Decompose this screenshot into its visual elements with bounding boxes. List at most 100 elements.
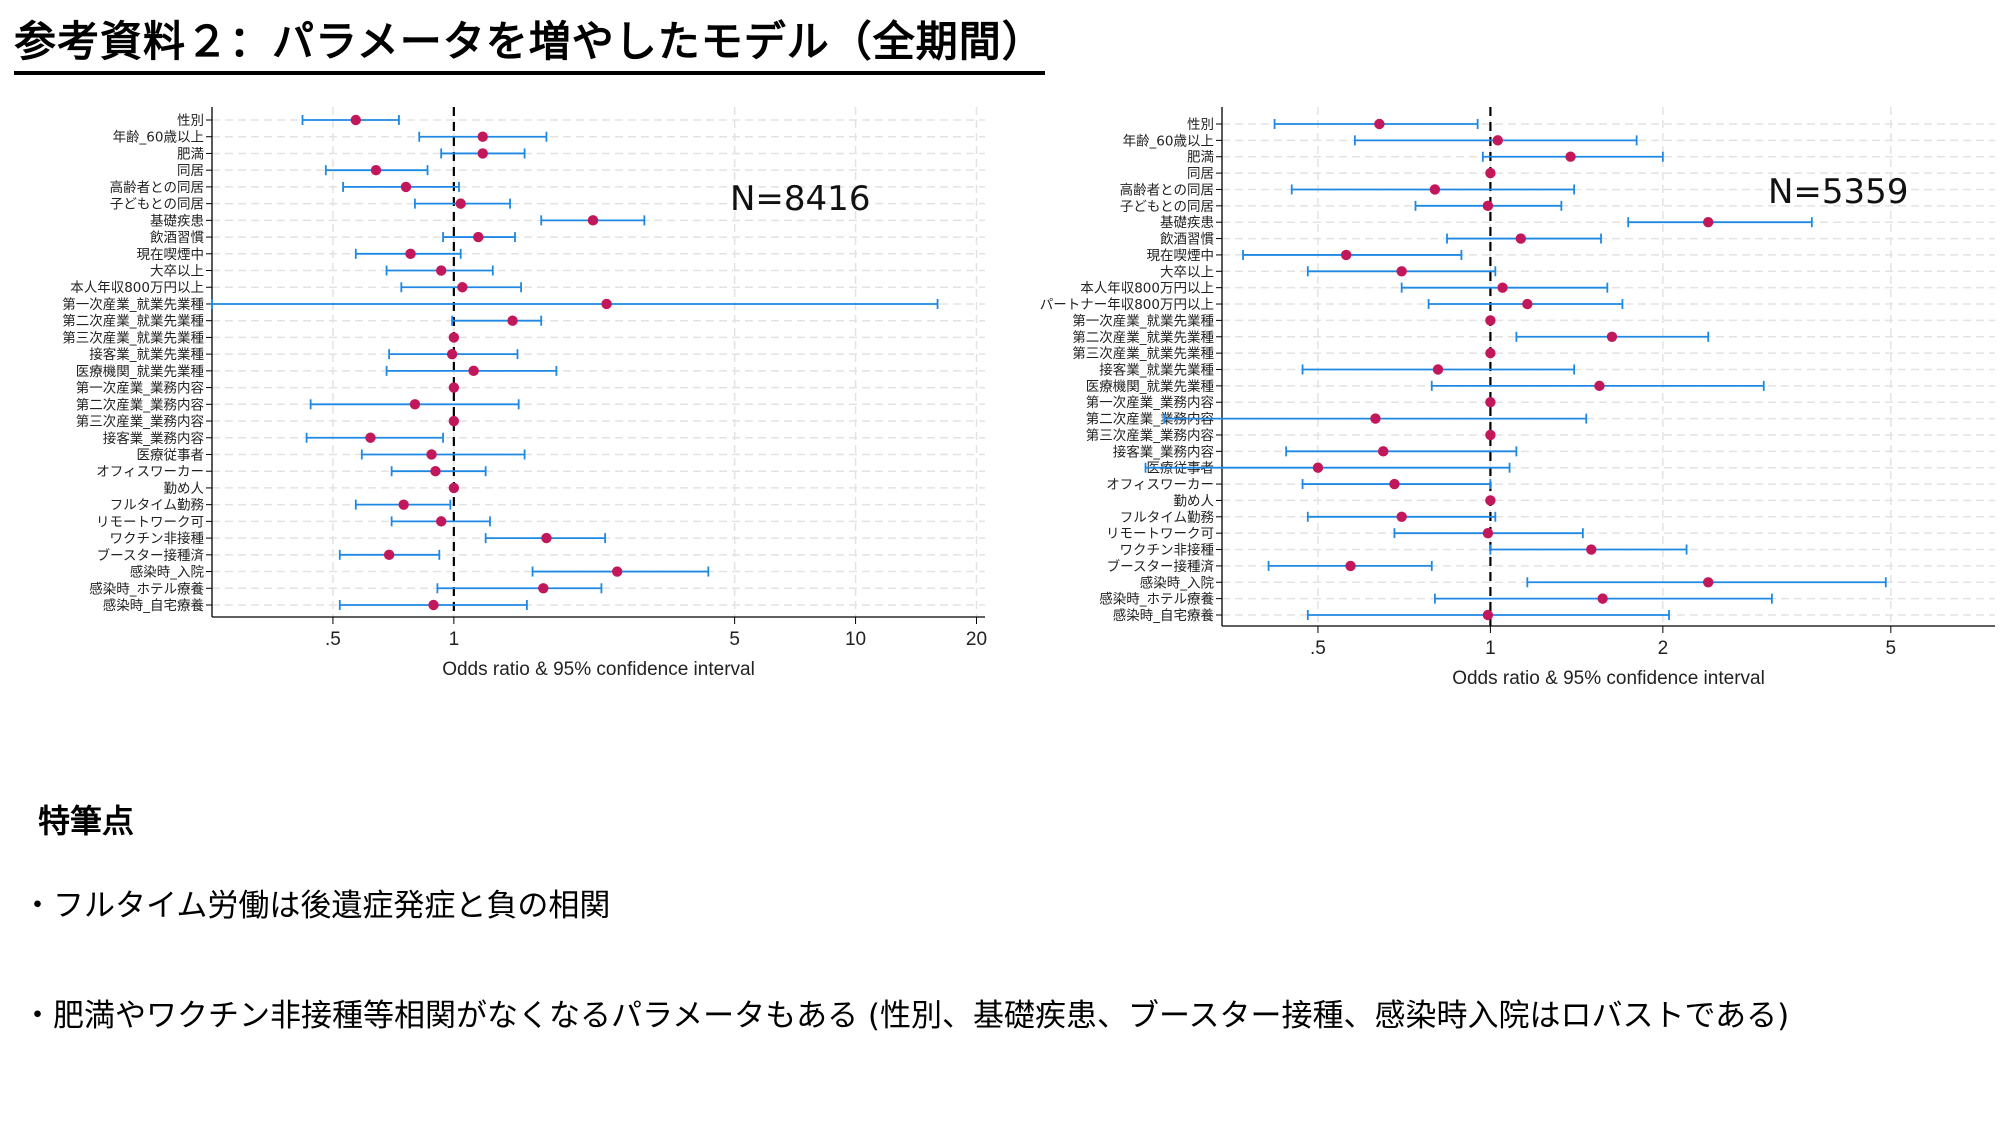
sample-size-label: N=5359 bbox=[1768, 172, 1908, 212]
y-tick-label: 感染時_入院 bbox=[1140, 574, 1215, 591]
y-tick-label: 肥満 bbox=[177, 146, 204, 162]
x-tick-label: 2 bbox=[1658, 638, 1669, 659]
y-tick-label: 第二次産業_業務内容 bbox=[1086, 411, 1214, 428]
y-tick-label: 勤め人 bbox=[1174, 493, 1215, 509]
sample-size-label: N=8416 bbox=[730, 179, 870, 219]
y-tick-label: 肥満 bbox=[1187, 150, 1214, 166]
y-tick-label: オフィスワーカー bbox=[1106, 477, 1214, 493]
y-tick-label: 第三次産業_業務内容 bbox=[76, 413, 204, 430]
odds-ratio-point bbox=[455, 198, 466, 209]
odds-ratio-point bbox=[446, 348, 458, 360]
odds-ratio-point bbox=[507, 315, 518, 326]
odds-ratio-point bbox=[1492, 135, 1503, 146]
y-tick-label: 本人年収800万円以上 bbox=[70, 280, 204, 296]
odds-ratio-point bbox=[1432, 364, 1444, 375]
odds-ratio-point bbox=[1485, 397, 1496, 408]
y-tick-label: 第二次産業_就業先業種 bbox=[62, 313, 204, 330]
y-tick-label: 第三次産業_業務内容 bbox=[1086, 427, 1214, 444]
odds-ratio-point bbox=[448, 332, 460, 343]
y-tick-label: パートナー年収800万円以上 bbox=[1040, 297, 1214, 313]
y-tick-label: 基礎疾患 bbox=[150, 212, 204, 229]
x-tick-label: 5 bbox=[729, 629, 740, 650]
y-tick-label: 感染時_ホテル療養 bbox=[89, 580, 204, 597]
y-tick-label: 感染時_自宅療養 bbox=[103, 597, 205, 614]
odds-ratio-point bbox=[587, 215, 599, 226]
y-tick-label: 第二次産業_業務内容 bbox=[76, 396, 204, 413]
slide-title: 参考資料２：パラメータを増やしたモデル（全期間） bbox=[14, 8, 1045, 75]
y-tick-label: 接客業_業務内容 bbox=[103, 430, 204, 447]
odds-ratio-point bbox=[1703, 577, 1714, 588]
odds-ratio-point bbox=[1515, 233, 1527, 244]
y-tick-label: ワクチン非接種 bbox=[110, 530, 205, 547]
y-tick-label: 現在喫煙中 bbox=[1147, 248, 1215, 264]
odds-ratio-point bbox=[1594, 380, 1605, 392]
y-tick-label: 第一次産業_業務内容 bbox=[1086, 394, 1214, 411]
odds-ratio-point bbox=[1396, 511, 1407, 522]
y-tick-label: 同居 bbox=[1187, 166, 1214, 182]
y-tick-label: ブースター接種済 bbox=[1107, 558, 1215, 575]
odds-ratio-point bbox=[1485, 167, 1496, 179]
y-tick-label: 第一次産業_就業先業種 bbox=[62, 296, 204, 313]
y-tick-label: 医療機関_就業先業種 bbox=[1086, 378, 1215, 395]
y-tick-label: 感染時_自宅療養 bbox=[1113, 607, 1215, 624]
odds-ratio-point bbox=[448, 482, 460, 494]
odds-ratio-point bbox=[1396, 266, 1407, 277]
y-tick-label: 第二次産業_就業先業種 bbox=[1072, 329, 1214, 346]
odds-ratio-point bbox=[448, 382, 460, 393]
y-tick-label: 感染時_ホテル療養 bbox=[1099, 591, 1214, 608]
odds-ratio-point bbox=[457, 282, 468, 293]
odds-ratio-point bbox=[1374, 118, 1385, 130]
y-tick-label: 大卒以上 bbox=[1160, 264, 1214, 280]
y-tick-label: 第一次産業_業務内容 bbox=[76, 380, 204, 397]
odds-ratio-point bbox=[370, 164, 382, 176]
y-tick-label: 飲酒習慣 bbox=[1160, 232, 1214, 248]
x-tick-label: .5 bbox=[1310, 638, 1326, 659]
odds-ratio-point bbox=[435, 516, 447, 527]
odds-ratio-point bbox=[426, 449, 437, 460]
notes-heading: 特筆点 bbox=[38, 802, 135, 840]
y-tick-label: 現在喫煙中 bbox=[137, 247, 205, 263]
odds-ratio-point bbox=[1522, 298, 1533, 310]
odds-ratio-point bbox=[1312, 462, 1324, 473]
odds-ratio-point bbox=[1389, 478, 1400, 490]
y-tick-label: 接客業_就業先業種 bbox=[89, 346, 204, 363]
odds-ratio-point bbox=[1482, 527, 1494, 539]
odds-ratio-point bbox=[1345, 560, 1356, 572]
odds-ratio-point bbox=[1482, 200, 1494, 212]
odds-ratio-point bbox=[435, 265, 447, 276]
odds-ratio-point bbox=[477, 131, 488, 142]
x-tick-label: 10 bbox=[845, 629, 866, 650]
odds-ratio-point bbox=[409, 399, 421, 410]
y-tick-label: 接客業_業務内容 bbox=[1113, 443, 1214, 460]
odds-ratio-point bbox=[473, 231, 484, 243]
odds-ratio-point bbox=[1429, 184, 1441, 195]
y-tick-label: 性別 bbox=[1187, 117, 1214, 133]
odds-ratio-point bbox=[1497, 282, 1508, 293]
y-tick-label: 基礎疾患 bbox=[1160, 214, 1214, 231]
y-tick-label: ワクチン非接種 bbox=[1120, 542, 1215, 559]
y-tick-label: 大卒以上 bbox=[150, 264, 204, 280]
odds-ratio-point bbox=[538, 583, 549, 594]
odds-ratio-point bbox=[1378, 446, 1389, 457]
x-tick-label: 1 bbox=[1485, 638, 1496, 659]
note-item: ・肥満やワクチン非接種等相関がなくなるパラメータもある (性別、基礎疾患、ブース… bbox=[22, 998, 1790, 1034]
odds-ratio-point bbox=[1597, 593, 1608, 604]
odds-ratio-point bbox=[405, 248, 416, 259]
x-tick-label: 20 bbox=[966, 629, 987, 650]
odds-ratio-point bbox=[1606, 331, 1618, 342]
y-tick-label: フルタイム勤務 bbox=[110, 498, 205, 514]
y-tick-label: リモートワーク可 bbox=[1106, 526, 1214, 542]
odds-ratio-point bbox=[365, 432, 376, 443]
y-tick-label: 高齢者との同居 bbox=[1120, 181, 1214, 198]
y-tick-label: 性別 bbox=[177, 113, 204, 129]
odds-ratio-point bbox=[1340, 249, 1352, 261]
odds-ratio-point bbox=[477, 148, 488, 159]
y-tick-label: リモートワーク可 bbox=[96, 514, 204, 530]
odds-ratio-point bbox=[1485, 495, 1496, 506]
odds-ratio-point bbox=[1586, 544, 1597, 555]
odds-ratio-point bbox=[1482, 609, 1494, 621]
y-tick-label: オフィスワーカー bbox=[96, 464, 204, 480]
y-tick-label: 年齢_60歳以上 bbox=[1123, 133, 1214, 149]
